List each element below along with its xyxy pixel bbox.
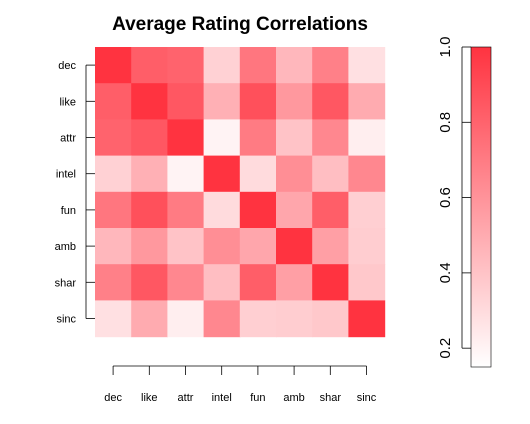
heatmap-cell-intel-dec <box>95 155 132 193</box>
y-tick-label-dec: dec <box>58 60 76 72</box>
x-tick-label-sinc: sinc <box>357 392 377 404</box>
colorbar-tick-label: 0.8 <box>437 112 454 133</box>
colorbar-tick-label: 1.0 <box>437 37 454 58</box>
heatmap-cell-like-intel <box>203 83 241 120</box>
heatmap-cell-dec-fun <box>239 47 277 84</box>
heatmap-cell-shar-intel <box>203 264 241 301</box>
heatmap-cell-like-attr <box>167 83 205 120</box>
heatmap-cell-sinc-shar <box>312 300 349 338</box>
y-tick-label-like: like <box>59 96 76 108</box>
heatmap-cell-amb-attr <box>167 228 205 265</box>
heatmap-cell-shar-attr <box>167 264 205 301</box>
heatmap-cell-amb-fun <box>239 228 277 265</box>
heatmap-cell-amb-dec <box>95 228 132 265</box>
heatmap-cell-sinc-intel <box>203 300 241 338</box>
heatmap-cell-fun-dec <box>95 191 132 229</box>
heatmap-cell-shar-like <box>131 264 168 301</box>
heatmap-cell-attr-amb <box>276 119 313 157</box>
x-tick-label-intel: intel <box>212 392 232 404</box>
heatmap-cell-like-shar <box>312 83 349 120</box>
colorbar-ticks: 0.2 0.4 0.6 0.8 1.0 <box>437 37 471 359</box>
heatmap-cell-attr-attr <box>167 119 205 157</box>
colorbar-tick-label: 0.6 <box>437 187 454 208</box>
heatmap-cell-sinc-dec <box>95 300 132 338</box>
colorbar-scale <box>470 46 492 368</box>
heatmap-cell-like-dec <box>95 83 132 120</box>
heatmap-cell-attr-shar <box>312 119 349 157</box>
x-tick-label-fun: fun <box>250 392 265 404</box>
heatmap-cell-fun-attr <box>167 191 205 229</box>
heatmap-cell-attr-dec <box>95 119 132 157</box>
y-tick-label-fun: fun <box>61 205 76 217</box>
heatmap-cell-amb-like <box>131 228 168 265</box>
heatmap-cell-amb-sinc <box>348 228 386 265</box>
heatmap-cell-attr-intel <box>203 119 241 157</box>
x-axis: dec like attr intel fun amb shar sinc <box>104 365 377 404</box>
heatmap-cell-fun-intel <box>203 191 241 229</box>
heatmap-cell-sinc-like <box>131 300 168 338</box>
x-tick-label-attr: attr <box>178 392 194 404</box>
heatmap-cell-intel-shar <box>312 155 349 193</box>
heatmap-cell-intel-amb <box>276 155 313 193</box>
heatmap-cell-intel-like <box>131 155 168 193</box>
chart-title: Average Rating Correlations <box>112 14 368 35</box>
colorbar-tick-label: 0.2 <box>437 338 454 359</box>
heatmap-cell-amb-intel <box>203 228 241 265</box>
y-axis: dec like attr intel fun amb shar sinc <box>55 60 95 326</box>
heatmap-cell-dec-intel <box>203 47 241 84</box>
heatmap-cell-intel-attr <box>167 155 205 193</box>
heatmap-cell-fun-sinc <box>348 191 386 229</box>
heatmap-cell-attr-sinc <box>348 119 386 157</box>
heatmap-cell-dec-sinc <box>348 47 386 84</box>
heatmap-cell-dec-attr <box>167 47 205 84</box>
heatmap-cell-fun-like <box>131 191 168 229</box>
heatmap-cell-dec-like <box>131 47 168 84</box>
x-tick-label-like: like <box>141 392 158 404</box>
heatmap-cell-fun-amb <box>276 191 313 229</box>
heatmap-cell-sinc-fun <box>239 300 277 338</box>
y-tick-label-sinc: sinc <box>56 314 76 326</box>
heatmap-cell-like-like <box>131 83 168 120</box>
y-tick-label-amb: amb <box>55 241 76 253</box>
x-tick-label-shar: shar <box>320 392 342 404</box>
colorbar: 0.2 0.4 0.6 0.8 1.0 <box>437 37 492 368</box>
heatmap-cells <box>95 47 386 338</box>
colorbar-tick-label: 0.4 <box>437 262 454 283</box>
heatmap-cell-shar-amb <box>276 264 313 301</box>
heatmap-cell-amb-amb <box>276 228 313 265</box>
heatmap-cell-fun-shar <box>312 191 349 229</box>
heatmap-cell-like-fun <box>239 83 277 120</box>
heatmap-cell-sinc-sinc <box>348 300 386 338</box>
heatmap-cell-like-sinc <box>348 83 386 120</box>
heatmap-cell-shar-dec <box>95 264 132 301</box>
heatmap-cell-intel-fun <box>239 155 277 193</box>
heatmap-cell-fun-fun <box>239 191 277 229</box>
heatmap-cell-intel-sinc <box>348 155 386 193</box>
heatmap-cell-like-amb <box>276 83 313 120</box>
x-tick-label-dec: dec <box>104 392 122 404</box>
heatmap-cell-sinc-attr <box>167 300 205 338</box>
heatmap-cell-amb-shar <box>312 228 349 265</box>
y-tick-label-attr: attr <box>60 133 76 145</box>
heatmap-cell-sinc-amb <box>276 300 313 338</box>
heatmap-cell-shar-fun <box>239 264 277 301</box>
heatmap-cell-shar-sinc <box>348 264 386 301</box>
heatmap-cell-dec-amb <box>276 47 313 84</box>
x-tick-label-amb: amb <box>283 392 304 404</box>
heatmap-cell-intel-intel <box>203 155 241 193</box>
heatmap-cell-dec-shar <box>312 47 349 84</box>
y-tick-label-shar: shar <box>55 277 77 289</box>
heatmap-cell-shar-shar <box>312 264 349 301</box>
heatmap-cell-attr-fun <box>239 119 277 157</box>
heatmap-cell-attr-like <box>131 119 168 157</box>
heatmap-cell-dec-dec <box>95 47 132 84</box>
y-tick-label-intel: intel <box>56 169 76 181</box>
